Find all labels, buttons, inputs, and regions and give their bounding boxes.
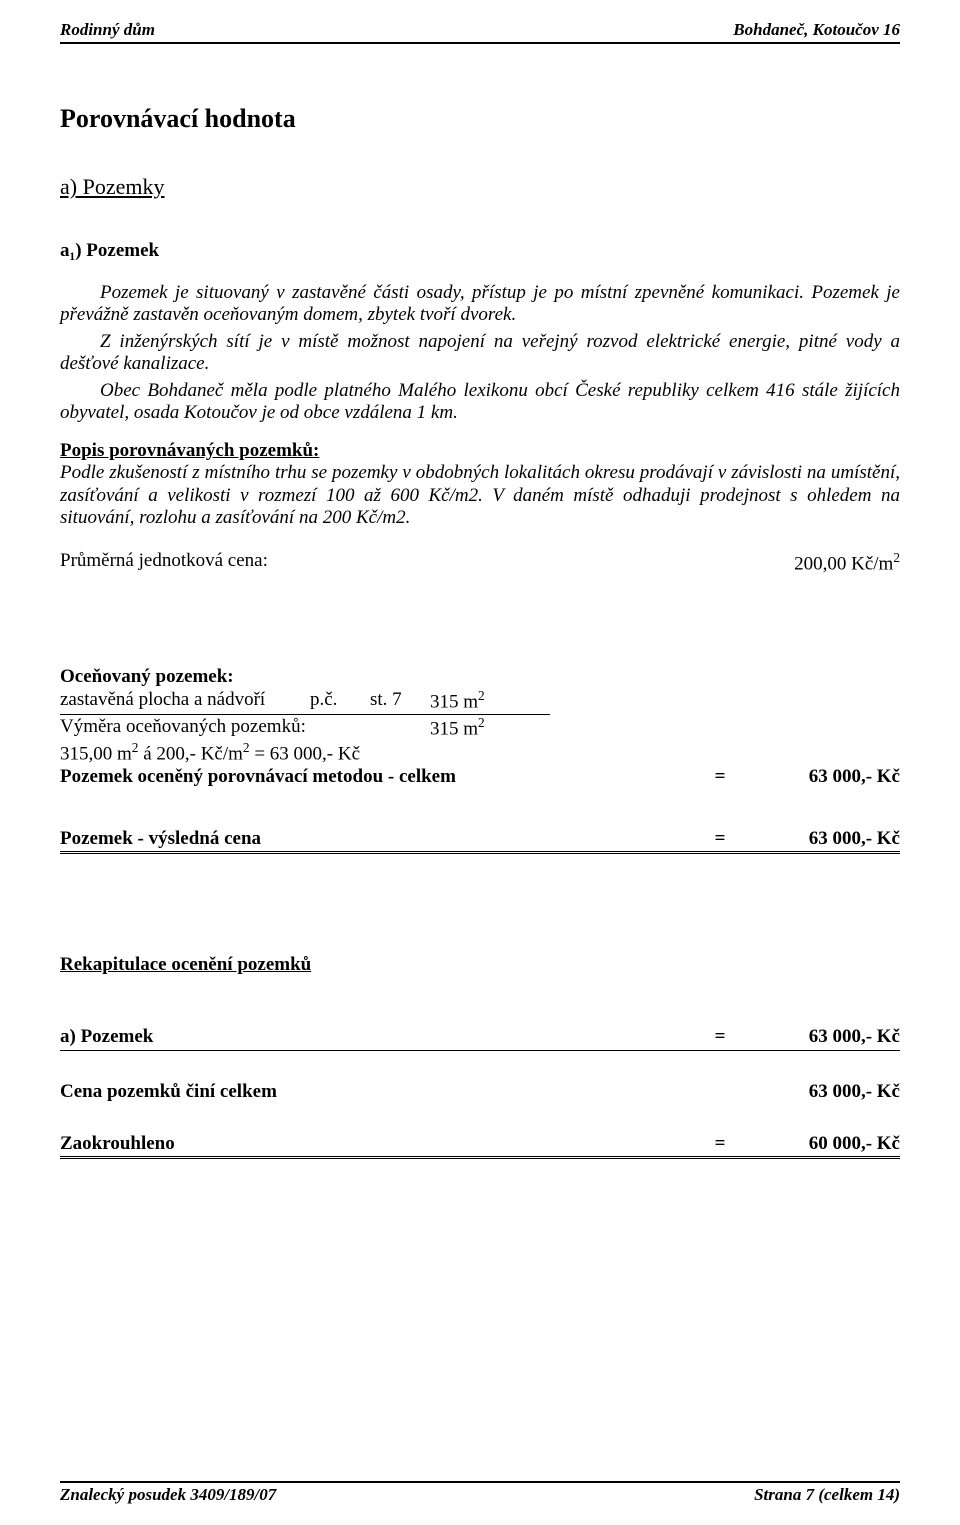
main-title: Porovnávací hodnota [60,104,900,134]
unit-price-row: Průměrná jednotková cena: 200,00 Kč/m2 [60,550,900,575]
area-total-label: Výměra oceňovaných pozemků: [60,715,430,741]
parcel-row: zastavěná plocha a nádvoří p.č. st. 7 31… [60,688,900,715]
area-total-value: 315 m2 [430,715,485,741]
method-total-label: Pozemek oceněný porovnávací metodou - ce… [60,766,690,788]
recap-a-row: a) Pozemek = 63 000,- Kč [60,1026,900,1051]
parcel-pc-label: p.č. [310,688,370,715]
page-header: Rodinný dům Bohdaneč, Kotoučov 16 [60,20,900,44]
page-footer: Znalecký posudek 3409/189/07 Strana 7 (c… [60,1481,900,1505]
final-price-label: Pozemek - výsledná cena [60,828,690,854]
subsection-a1-heading: a₁) Pozemek [60,240,900,262]
parcel-number: st. 7 [370,688,430,715]
recap-total-row: Cena pozemků činí celkem 63 000,- Kč [60,1081,900,1103]
rounded-row: Zaokrouhleno = 60 000,- Kč [60,1133,900,1159]
method-total-row: Pozemek oceněný porovnávací metodou - ce… [60,766,900,788]
paragraph-2: Z inženýrských sítí je v místě možnost n… [60,331,900,376]
parcel-area: 315 m2 [430,688,550,715]
paragraph-4: Podle zkušeností z místního trhu se poze… [60,462,900,529]
final-price-row: Pozemek - výsledná cena = 63 000,- Kč [60,828,900,854]
recap-heading: Rekapitulace ocenění pozemků [60,954,900,976]
area-total-row: Výměra oceňovaných pozemků: 315 m2 [60,715,900,741]
valued-heading: Oceňovaný pozemek: [60,665,900,688]
header-left: Rodinný dům [60,20,155,40]
rounded-label: Zaokrouhleno [60,1133,690,1159]
method-total-value: 63 000,- Kč [750,766,900,788]
recap-a-label: a) Pozemek [60,1026,690,1051]
rounded-value: 60 000,- Kč [750,1133,900,1159]
final-price-value: 63 000,- Kč [750,828,900,854]
recap-a-eq: = [690,1026,750,1051]
section-a-heading: a) Pozemky [60,174,900,200]
rounded-eq: = [690,1133,750,1159]
unit-price-value: 200,00 Kč/m2 [794,550,900,575]
header-right: Bohdaneč, Kotoučov 16 [733,20,900,40]
valued-block: Oceňovaný pozemek: zastavěná plocha a ná… [60,665,900,766]
recap-a-value: 63 000,- Kč [750,1026,900,1051]
paragraph-3: Obec Bohdaneč měla podle platného Malého… [60,380,900,425]
parcel-type: zastavěná plocha a nádvoří [60,688,310,715]
footer-right: Strana 7 (celkem 14) [754,1485,900,1505]
calc-line: 315,00 m2 á 200,- Kč/m2 = 63 000,- Kč [60,740,900,766]
footer-left: Znalecký posudek 3409/189/07 [60,1485,276,1505]
unit-price-label: Průměrná jednotková cena: [60,550,268,575]
final-price-eq: = [690,828,750,854]
desc-heading: Popis porovnávaných pozemků: [60,440,900,462]
recap-total-label: Cena pozemků činí celkem [60,1081,690,1103]
paragraph-1: Pozemek je situovaný v zastavěné části o… [60,282,900,327]
recap-total-value: 63 000,- Kč [750,1081,900,1103]
method-total-eq: = [690,766,750,788]
